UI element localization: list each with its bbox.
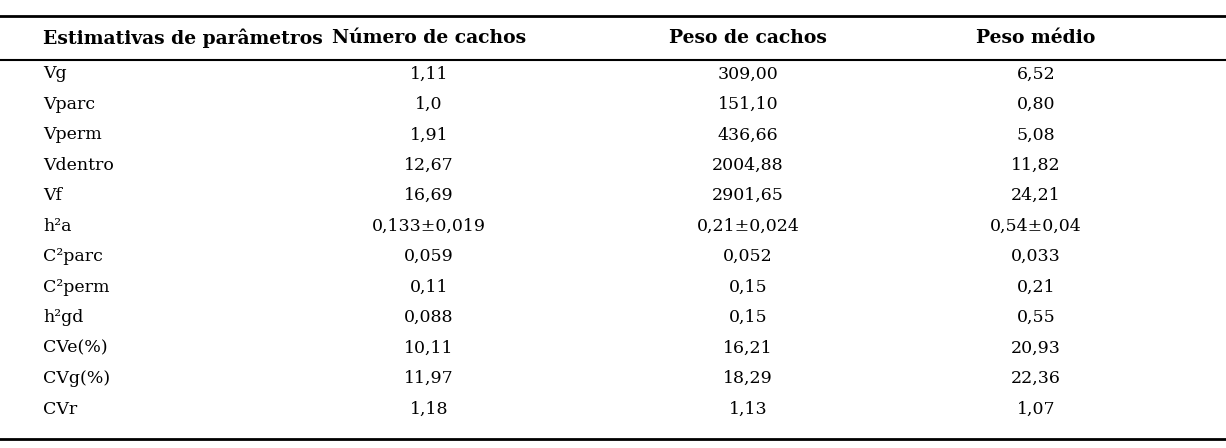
Text: 12,67: 12,67 <box>405 157 454 174</box>
Text: 11,97: 11,97 <box>405 370 454 387</box>
Text: Estimativas de parâmetros: Estimativas de parâmetros <box>43 28 322 48</box>
Text: 309,00: 309,00 <box>717 65 779 82</box>
Text: 24,21: 24,21 <box>1011 187 1060 204</box>
Text: 436,66: 436,66 <box>717 126 779 143</box>
Text: 0,133±0,019: 0,133±0,019 <box>373 218 485 235</box>
Text: 1,18: 1,18 <box>409 401 449 418</box>
Text: 2004,88: 2004,88 <box>712 157 783 174</box>
Text: 0,80: 0,80 <box>1016 96 1056 113</box>
Text: 0,059: 0,059 <box>405 248 454 265</box>
Text: 22,36: 22,36 <box>1011 370 1060 387</box>
Text: 0,21: 0,21 <box>1016 279 1056 296</box>
Text: h²a: h²a <box>43 218 71 235</box>
Text: CVg(%): CVg(%) <box>43 370 110 387</box>
Text: 1,0: 1,0 <box>416 96 443 113</box>
Text: Vdentro: Vdentro <box>43 157 114 174</box>
Text: Vg: Vg <box>43 65 66 82</box>
Text: Número de cachos: Número de cachos <box>332 29 526 47</box>
Text: 10,11: 10,11 <box>405 340 454 357</box>
Text: C²parc: C²parc <box>43 248 103 265</box>
Text: 151,10: 151,10 <box>717 96 779 113</box>
Text: 0,54±0,04: 0,54±0,04 <box>991 218 1081 235</box>
Text: CVe(%): CVe(%) <box>43 340 108 357</box>
Text: 0,15: 0,15 <box>728 309 767 326</box>
Text: 1,07: 1,07 <box>1016 401 1056 418</box>
Text: Peso de cachos: Peso de cachos <box>669 29 826 47</box>
Text: 20,93: 20,93 <box>1011 340 1060 357</box>
Text: 0,033: 0,033 <box>1011 248 1060 265</box>
Text: C²perm: C²perm <box>43 279 109 296</box>
Text: 11,82: 11,82 <box>1011 157 1060 174</box>
Text: 2901,65: 2901,65 <box>712 187 783 204</box>
Text: 0,15: 0,15 <box>728 279 767 296</box>
Text: Vparc: Vparc <box>43 96 96 113</box>
Text: 0,088: 0,088 <box>405 309 454 326</box>
Text: CVr: CVr <box>43 401 77 418</box>
Text: 1,11: 1,11 <box>409 65 449 82</box>
Text: Vperm: Vperm <box>43 126 102 143</box>
Text: 6,52: 6,52 <box>1016 65 1056 82</box>
Text: h²gd: h²gd <box>43 309 83 326</box>
Text: 0,052: 0,052 <box>723 248 772 265</box>
Text: 16,21: 16,21 <box>723 340 772 357</box>
Text: 1,91: 1,91 <box>409 126 449 143</box>
Text: 18,29: 18,29 <box>723 370 772 387</box>
Text: Vf: Vf <box>43 187 61 204</box>
Text: 0,55: 0,55 <box>1016 309 1056 326</box>
Text: 16,69: 16,69 <box>405 187 454 204</box>
Text: 5,08: 5,08 <box>1016 126 1056 143</box>
Text: 1,13: 1,13 <box>728 401 767 418</box>
Text: 0,11: 0,11 <box>409 279 449 296</box>
Text: 0,21±0,024: 0,21±0,024 <box>696 218 799 235</box>
Text: Peso médio: Peso médio <box>976 29 1096 47</box>
